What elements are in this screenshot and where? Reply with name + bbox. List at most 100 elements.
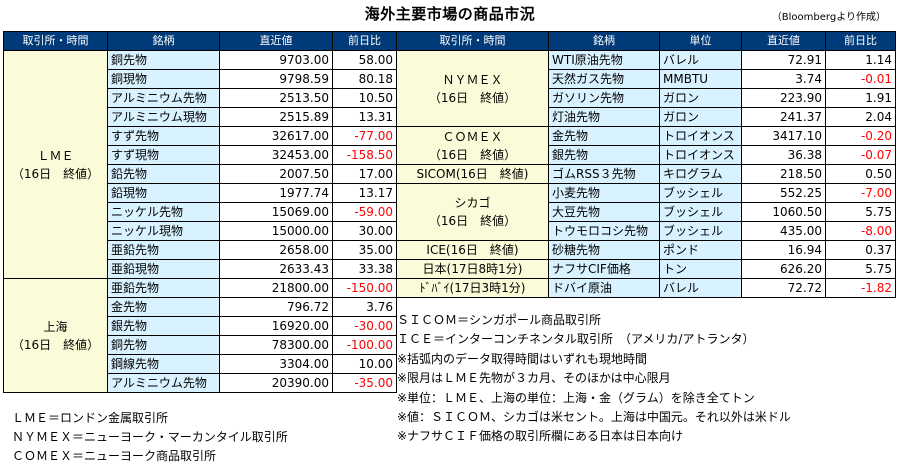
header-row: 取引所・時間 銘柄 直近値 前日比 取引所・時間 銘柄 単位 直近値 前日比 [3, 31, 896, 51]
latest-value: 2515.89 [219, 107, 333, 127]
note-line: ※ナフサＣＩＦ価格の取引所欄にある日本は日本向け [397, 429, 684, 444]
exchange-shanghai: 上海 （16日 終値） [3, 278, 108, 393]
day-change: -0.07 [825, 145, 896, 165]
exchange-chicago-name: シカゴ [454, 196, 491, 210]
commodity-name: ゴムRSS３先物 [548, 164, 660, 184]
exchange-comex-name: ＣＯＭＥＸ [442, 129, 503, 144]
exchange-comex: ＣＯＭＥＸ （16日 終値） [396, 126, 549, 165]
commodity-name: アルミニウム現物 [107, 107, 220, 127]
exchange-nymex-time: （16日 終値） [428, 90, 517, 105]
exchange-lme-name: ＬＭＥ [37, 148, 74, 163]
commodity-name: 銅先物 [107, 335, 220, 355]
exchange-chicago-time: （16日 終値） [428, 214, 517, 228]
header-change-right: 前日比 [825, 31, 896, 51]
table-row: アルミニウム先物 2513.50 10.50 ガソリン先物 ガロン 223.90… [4, 88, 896, 108]
day-change: -158.50 [332, 145, 397, 165]
latest-value: 16920.00 [219, 316, 333, 336]
latest-value: 3.74 [741, 69, 826, 89]
commodity-name: 亜鉛現物 [107, 259, 220, 279]
commodity-name: 銀先物 [107, 316, 220, 336]
unit: トロイオンス [659, 126, 742, 146]
note-line: ※括弧内のデータ取得時間はいずれも現地時間 [397, 351, 648, 366]
day-change: 13.31 [332, 107, 397, 127]
commodity-name: ニッケル現物 [107, 221, 220, 241]
commodity-name: 鋼線先物 [107, 354, 220, 374]
latest-value: 72.72 [741, 278, 826, 298]
latest-value: 218.50 [741, 164, 826, 184]
table-row: ニッケル現物 15000.00 30.00 トウモロコシ先物 ブッシェル 435… [4, 221, 896, 241]
latest-value: 72.91 [741, 50, 826, 70]
header-name-left: 銘柄 [107, 31, 220, 51]
commodity-name: 金先物 [107, 297, 220, 317]
commodity-name: トウモロコシ先物 [548, 221, 660, 241]
latest-value: 20390.00 [219, 373, 333, 393]
latest-value: 78300.00 [219, 335, 333, 355]
commodity-name: ナフサCIF価格 [548, 259, 660, 279]
header-exchange-left: 取引所・時間 [3, 31, 108, 51]
table-row: 鉛先物 2007.50 17.00 SICOM(16日 終値) ゴムRSS３先物… [4, 164, 896, 184]
commodity-name: 鉛先物 [107, 164, 220, 184]
day-change: 5.75 [825, 259, 896, 279]
exchange-lme-time: （16日 終値） [11, 166, 100, 181]
day-change: 17.00 [332, 164, 397, 184]
commodity-name: 大豆先物 [548, 202, 660, 222]
latest-value: 626.20 [741, 259, 826, 279]
unit: トン [659, 259, 742, 279]
note-line: ※値：ＳＩＣＯＭ、シカゴは米セント。上海は中国元。それ以外は米ドル [397, 410, 791, 425]
table-row: ニッケル先物 15069.00 -59.00 大豆先物 ブッシェル 1060.5… [4, 202, 896, 222]
exchange-shanghai-time: （16日 終値） [11, 337, 100, 352]
unit: ガロン [659, 88, 742, 108]
page-title: 海外主要市場の商品市況 [364, 5, 536, 23]
day-change: -8.00 [825, 221, 896, 241]
header-change-left: 前日比 [332, 31, 397, 51]
header-value-right: 直近値 [741, 31, 826, 51]
notes-right: ＳＩＣＯＭ＝シンガポール商品取引所 ＩＣＥ＝インターコンチネンタル取引所 （アメ… [397, 311, 791, 447]
commodity-name: 金先物 [548, 126, 660, 146]
note-line: ※単位：ＬＭＥ、上海の単位：上海・金（グラム）を除き全てトン [397, 390, 755, 405]
note-line: ＮＹＭＥＸ＝ニューヨーク・マーカンタイル取引所 [12, 430, 288, 444]
unit: ブッシェル [659, 202, 742, 222]
latest-value: 2633.43 [219, 259, 333, 279]
day-change: -0.01 [825, 69, 896, 89]
day-change: -0.20 [825, 126, 896, 146]
header-value-left: 直近値 [219, 31, 333, 51]
commodity-name: 灯油先物 [548, 107, 660, 127]
day-change: -35.00 [332, 373, 397, 393]
commodity-name: ドバイ原油 [548, 278, 660, 298]
latest-value: 32617.00 [219, 126, 333, 146]
latest-value: 435.00 [741, 221, 826, 241]
latest-value: 223.90 [741, 88, 826, 108]
latest-value: 3304.00 [219, 354, 333, 374]
notes-left: ＬＭＥ＝ロンドン金属取引所 ＮＹＭＥＸ＝ニューヨーク・マーカンタイル取引所 ＣＯ… [12, 409, 288, 466]
day-change: -100.00 [332, 335, 397, 355]
latest-value: 15069.00 [219, 202, 333, 222]
latest-value: 9703.00 [219, 50, 333, 70]
exchange-chicago: シカゴ （16日 終値） [396, 183, 549, 241]
exchange-sicom: SICOM(16日 終値) [396, 164, 549, 184]
commodity-name: アルミニウム先物 [107, 88, 220, 108]
exchange-nymex-name: ＮＹＭＥＸ [442, 72, 503, 87]
table-row: 上海 （16日 終値） 亜鉛先物 21800.00 -150.00 ﾄﾞﾊﾞｲ(… [3, 278, 896, 393]
latest-value: 241.37 [741, 107, 826, 127]
commodity-name: 亜鉛先物 [107, 278, 220, 298]
table-row: 鉛現物 1977.74 13.17 シカゴ （16日 終値） 小麦先物 ブッシェ… [4, 183, 896, 241]
day-change: 10.50 [332, 88, 397, 108]
latest-value: 15000.00 [219, 221, 333, 241]
commodity-name: 天然ガス先物 [548, 69, 660, 89]
header-unit-right: 単位 [659, 31, 742, 51]
day-change: -1.82 [825, 278, 896, 298]
day-change: -59.00 [332, 202, 397, 222]
commodity-name: 鉛現物 [107, 183, 220, 203]
commodity-name: 銅先物 [107, 50, 220, 70]
latest-value: 3417.10 [741, 126, 826, 146]
day-change: 3.76 [332, 297, 397, 317]
table-row: すず先物 32617.00 -77.00 ＣＯＭＥＸ （16日 終値） 金先物 … [4, 126, 896, 165]
day-change: 10.00 [332, 354, 397, 374]
commodity-name: 銀先物 [548, 145, 660, 165]
table-row: 亜鉛先物 2658.00 35.00 ICE(16日 終値) 砂糖先物 ポンド … [4, 240, 896, 260]
commodity-table: 取引所・時間 銘柄 直近値 前日比 取引所・時間 銘柄 単位 直近値 前日比 Ｌ… [3, 31, 896, 393]
commodity-name: 亜鉛先物 [107, 240, 220, 260]
day-change: 0.37 [825, 240, 896, 260]
day-change: 80.18 [332, 69, 397, 89]
latest-value: 21800.00 [219, 278, 333, 298]
